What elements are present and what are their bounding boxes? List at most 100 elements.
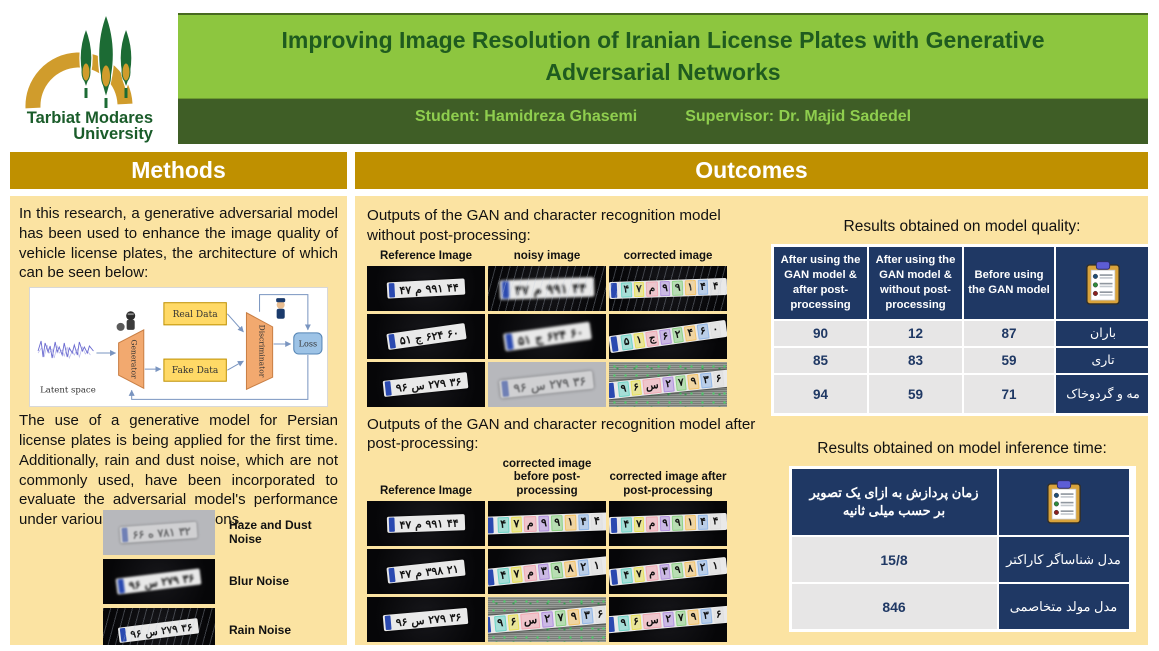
detected-character: ۶ [712,371,725,387]
plate-blue-strip [385,615,392,631]
plate-segment: ۳۹۸ [424,564,444,579]
quality-table-title: Results obtained on model quality: [843,218,1081,235]
poster-title: Improving Image Resolution of Iranian Li… [281,27,1045,85]
plate-segment: س [530,379,547,394]
plate-segment: ۳۶ [181,621,194,634]
fake-data-box [163,358,227,382]
plate-segment: ۲۷۹ [428,612,447,626]
logo-cypress-trees [79,12,133,108]
university-logo: Tarbiat Modares University [8,6,176,144]
plate-segment: ۹۶ [513,381,528,396]
plate-segment: ۶۲۴ [545,328,567,344]
discriminator-shape [245,312,274,391]
tables-column: Results obtained on model quality: After… [771,204,1148,637]
plate-segment: ۹۶ [128,578,142,592]
latent-space-label: Latent space [40,385,96,395]
table-value-cell: 59 [869,375,962,413]
plate-segment: ۴۷ [399,284,412,297]
plate-blue-strip [388,282,395,298]
detected-character: ۹ [551,515,564,531]
quality-results-table: After using the GAN model & after post-p… [771,244,1148,416]
plate-segment: م [533,282,542,297]
detected-character: ۴ [710,279,722,294]
detected-character: ۴ [577,514,590,530]
plate-segment: ج [533,331,544,346]
plate-segment: ۴۴ [571,281,587,296]
detected-character: ۳ [659,564,672,580]
plate-blue-strip [488,517,494,534]
fake-data-label: Fake Data [172,366,219,376]
plate-segment: ۳۶ [182,572,196,586]
methods-paragraph-1: In this research, a generative adversari… [19,205,338,282]
loss-box [293,332,323,355]
plate-segment: ۳۶ [449,375,463,389]
detected-character: ۰ [709,321,722,338]
detected-character: ۱ [590,558,604,575]
detected-character: م [645,565,659,581]
plate-segment: ۲۷۹ [160,623,179,637]
detected-character: ۹ [687,373,700,390]
detected-character: ۷ [510,566,524,583]
grid-column-header: Reference Image [379,249,473,262]
plate-segment: ۶۲۴ [424,329,444,343]
detected-character: ۷ [510,516,523,533]
plate-blue-strip [488,616,492,633]
plate-blue-strip [384,380,393,396]
plate-blue-strip [388,517,395,532]
detected-character: ۷ [633,566,646,582]
logo-text-line2: University [73,125,154,143]
plate-blue-strip [120,627,128,642]
table-value-cell: 846 [791,584,997,629]
detected-character: ۲ [541,611,554,628]
table-value-cell: 90 [774,321,867,346]
detected-character: ۶ [629,380,643,396]
table-value-cell: 12 [869,321,962,346]
table-value-cell: 83 [869,348,962,373]
loss-label: Loss [299,340,317,349]
detected-character: ۹ [672,515,684,531]
plate-segment: س [411,379,426,393]
grid2-caption: Outputs of the GAN and character recogni… [367,415,756,453]
table-row-label: مه و گردوخاک [1056,375,1148,413]
detected-character: ۷ [674,610,687,626]
plate-results-column: Outputs of the GAN and character recogni… [365,204,757,642]
detected-character: ۷ [554,610,567,627]
supervisor-name: Supervisor: Dr. Majid Sadedel [685,108,912,125]
noise-examples-list: ۶۶ ه ۷۸۱ ۳۲ Haze and Dust Noise ۹۶ س ۲۷۹ ۳۶ Blur … [103,509,338,645]
plate-segment: ۲۱ [446,563,459,576]
plate-blue-strip [117,578,126,594]
table-value-cell: 59 [964,348,1054,373]
detected-character: ۸ [564,560,577,577]
detected-character: ۹ [687,609,700,625]
plate-segment: ۹۹۱ [425,282,444,295]
plate-segment: ۳۶ [572,374,588,389]
grid-column-header: corrected image before post-processing [502,458,592,497]
plate-blue-strip [610,569,619,585]
detected-character: ۹ [672,280,684,296]
plate-grid-without-postprocessing: Reference Image noisy image corrected imag… [367,250,727,407]
noise-example-row: ۹۶ س ۲۷۹ ۳۶ Rain Noise [103,607,338,645]
detected-character: س [520,612,541,630]
table-value-cell: 87 [964,321,1054,346]
plate-segment: ج [414,332,423,345]
generator-label: Generator [130,340,139,380]
plate-segment: ۴۷ [398,568,412,581]
detected-character: ۹ [617,381,630,397]
table-header-cell: زمان پردازش به ازای یک تصویر بر حسب میلی… [791,469,997,535]
detected-character: ۵ [620,334,633,350]
plate-segment: ۲۷۹ [428,377,447,391]
plate-segment: ۷۸۱ [157,526,176,540]
plate-grid-after-postprocessing: Reference Image corrected image before po… [367,458,727,642]
